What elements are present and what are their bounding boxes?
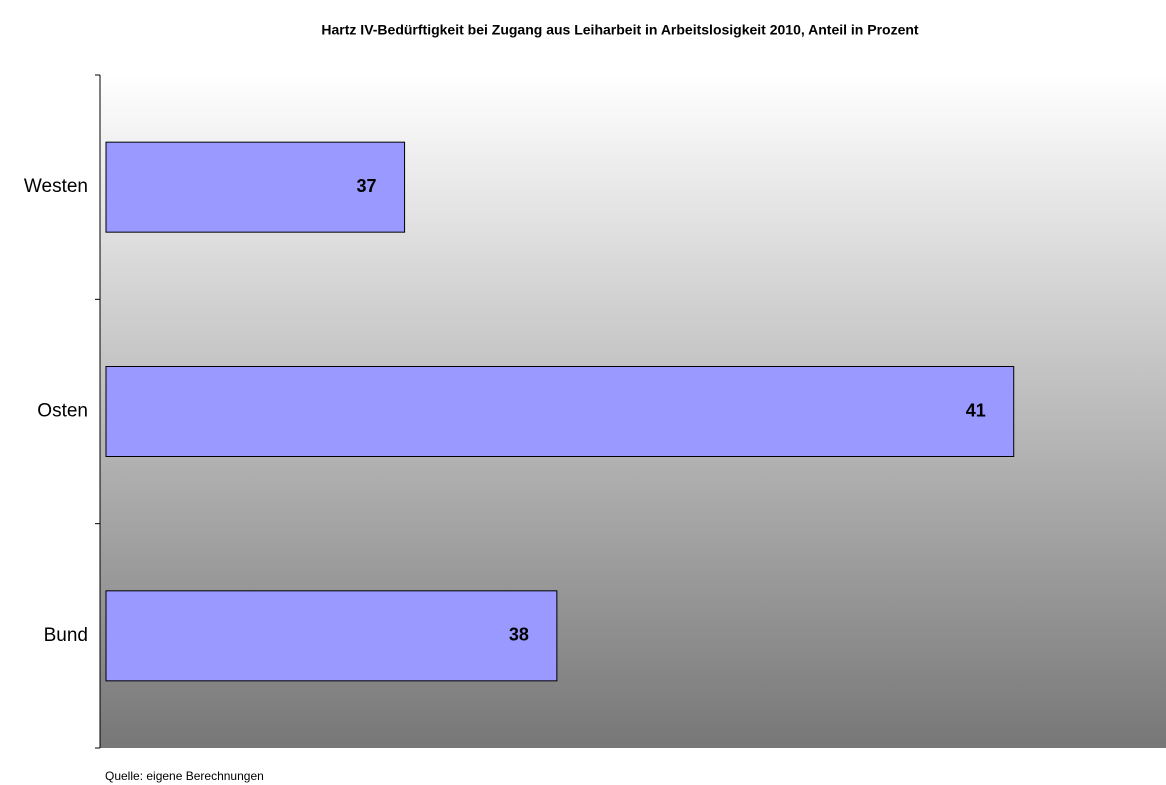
value-label: 38: [509, 625, 529, 645]
value-label: 37: [357, 176, 377, 196]
bar: [105, 141, 406, 233]
y-tick-label: Bund: [44, 625, 88, 646]
source-note: Quelle: eigene Berechnungen: [105, 769, 264, 783]
bar: [105, 590, 558, 682]
chart-title: Hartz IV-Bedürftigkeit bei Zugang aus Le…: [321, 22, 919, 38]
value-label: 41: [966, 400, 986, 420]
y-tick-label: Osten: [37, 401, 88, 422]
y-tick-label: Westen: [24, 176, 88, 197]
bar: [105, 366, 1015, 457]
